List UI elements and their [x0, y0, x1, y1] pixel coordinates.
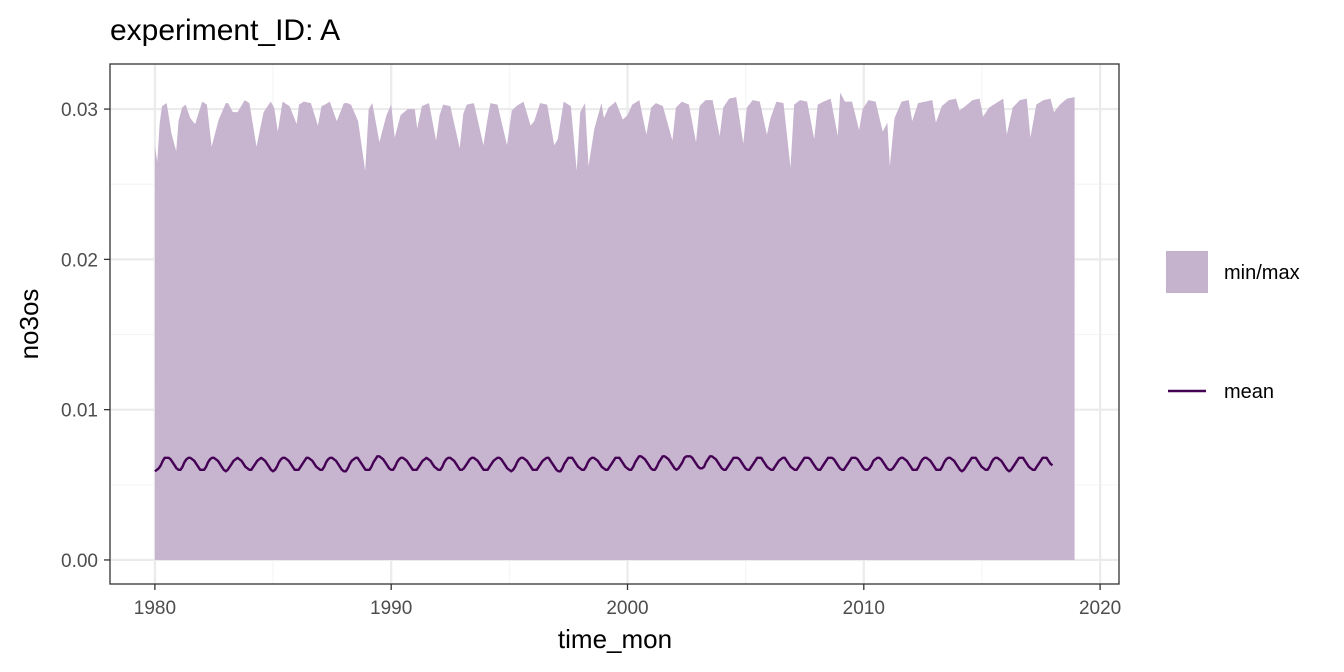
legend-label-minmax: min/max — [1224, 262, 1300, 284]
x-tick-label: 2000 — [606, 598, 648, 619]
y-tick-label: 0.00 — [61, 551, 98, 572]
chart-title: experiment_ID: A — [110, 14, 340, 47]
legend: min/max mean — [1166, 251, 1300, 403]
y-tick-label: 0.03 — [61, 100, 98, 121]
y-axis-title: no3os — [14, 289, 44, 360]
legend-label-mean: mean — [1224, 381, 1274, 403]
y-tick-label: 0.02 — [61, 250, 98, 271]
plot-area — [154, 92, 1075, 560]
mean-line — [154, 455, 1054, 473]
y-axis: 0.00 0.01 0.02 0.03 — [61, 100, 110, 572]
x-tick-label: 2010 — [843, 598, 885, 619]
x-tick-label: 2020 — [1079, 598, 1121, 619]
minmax-ribbon — [154, 92, 1075, 560]
legend-swatch-minmax — [1166, 251, 1208, 293]
y-tick-label: 0.01 — [61, 401, 98, 422]
x-tick-label: 1990 — [370, 598, 412, 619]
panel-border — [109, 63, 1120, 585]
x-axis: 1980 1990 2000 2010 2020 — [134, 584, 1121, 619]
x-axis-title: time_mon — [558, 624, 672, 654]
x-tick-label: 1980 — [134, 598, 176, 619]
